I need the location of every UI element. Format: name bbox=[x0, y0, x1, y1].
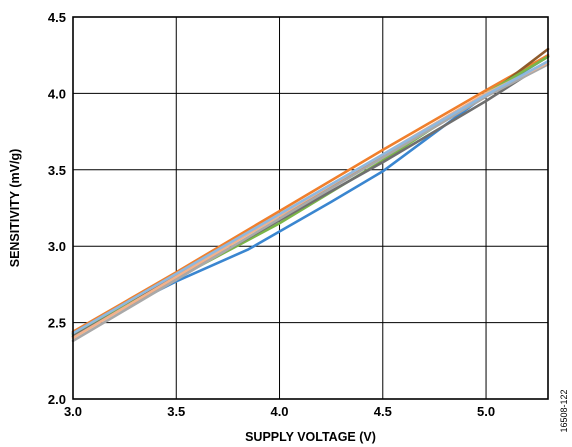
x-tick-label: 5.0 bbox=[477, 404, 495, 419]
x-tick-label: 3.0 bbox=[64, 404, 82, 419]
series-group bbox=[71, 47, 550, 343]
y-tick-label: 4.5 bbox=[48, 10, 66, 25]
y-tick-label: 2.5 bbox=[48, 316, 66, 331]
x-tick-label: 4.0 bbox=[270, 404, 288, 419]
figure-id: 16508-122 bbox=[559, 389, 569, 432]
y-tick-label: 2.0 bbox=[48, 392, 66, 407]
series-line-8 bbox=[71, 59, 550, 335]
x-axis-title: SUPPLY VOLTAGE (V) bbox=[245, 430, 376, 444]
series-line-1 bbox=[71, 53, 550, 334]
y-tick-label: 3.0 bbox=[48, 239, 66, 254]
y-tick-label: 4.0 bbox=[48, 86, 66, 101]
grid-lines bbox=[72, 16, 548, 400]
y-axis-title: SENSITIVITY (mV/g) bbox=[8, 149, 22, 268]
x-tick-labels: 3.0 3.5 4.0 4.5 5.0 bbox=[64, 404, 495, 419]
y-tick-labels: 2.0 2.5 3.0 3.5 4.0 4.5 bbox=[48, 10, 66, 407]
plot-frame bbox=[72, 16, 549, 400]
series-line-6 bbox=[71, 63, 550, 343]
x-tick-label: 3.5 bbox=[167, 404, 185, 419]
y-tick-label: 3.5 bbox=[48, 163, 66, 178]
x-tick-label: 4.5 bbox=[374, 404, 392, 419]
